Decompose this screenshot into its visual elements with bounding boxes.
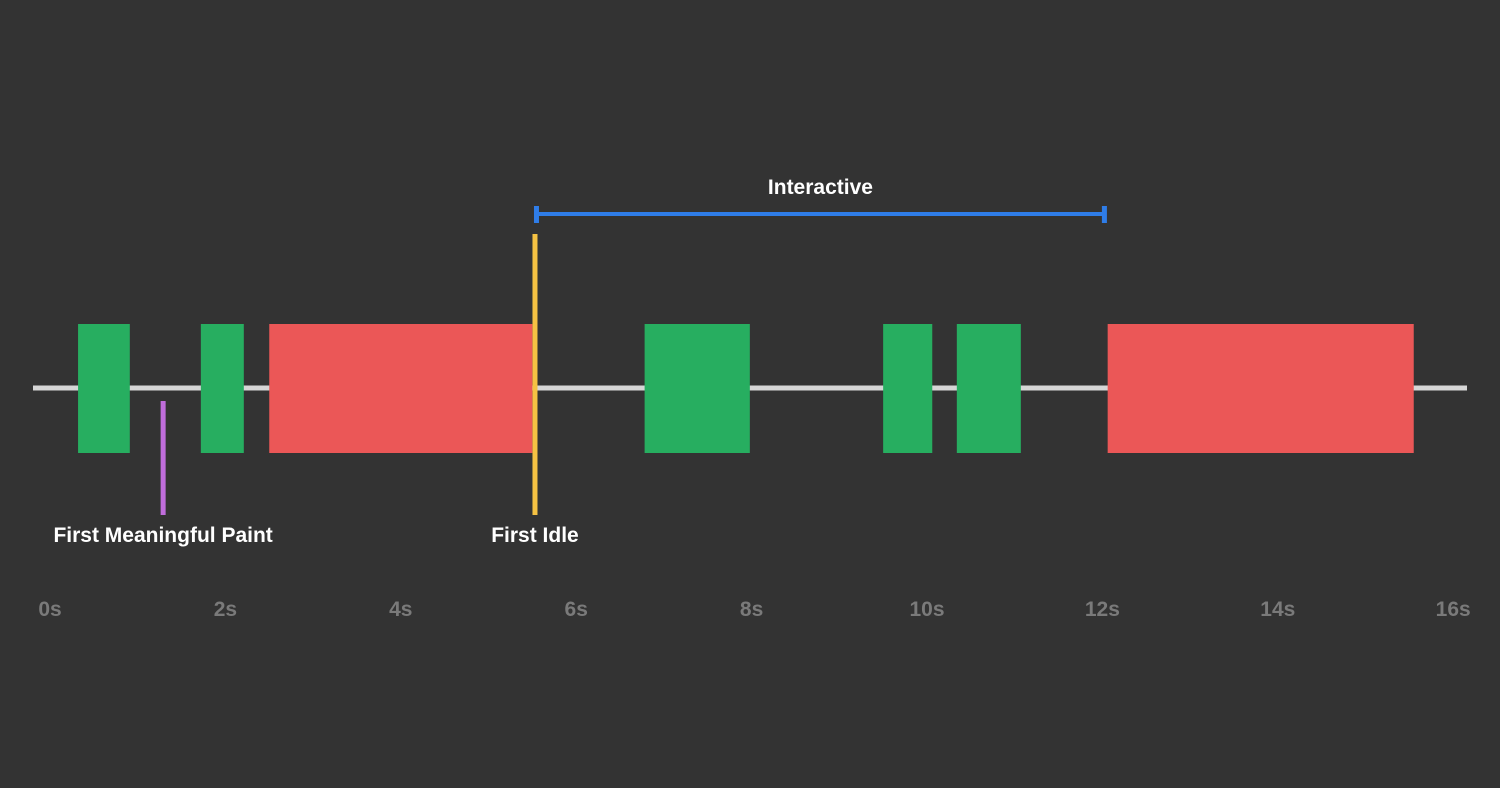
short-task-block bbox=[78, 324, 130, 453]
marker-line bbox=[532, 234, 538, 515]
axis-tick-label: 8s bbox=[740, 598, 763, 621]
long-task-block bbox=[1107, 324, 1414, 453]
interactive-span-start-cap bbox=[533, 206, 539, 223]
interactive-span-label: Interactive bbox=[768, 176, 873, 199]
axis-tick-label: 4s bbox=[389, 598, 412, 621]
marker-label: First Meaningful Paint bbox=[53, 524, 272, 547]
long-task-block bbox=[269, 324, 533, 453]
axis-tick-label: 12s bbox=[1085, 598, 1120, 621]
short-task-block bbox=[883, 324, 933, 453]
short-task-block bbox=[956, 324, 1021, 453]
axis-tick-label: 16s bbox=[1436, 598, 1471, 621]
interactive-span-end-cap bbox=[1101, 206, 1107, 223]
axis-tick-label: 6s bbox=[565, 598, 588, 621]
marker-label: First Idle bbox=[491, 524, 579, 547]
axis-tick-label: 14s bbox=[1260, 598, 1295, 621]
axis-tick-label: 10s bbox=[909, 598, 944, 621]
marker-line bbox=[160, 401, 166, 515]
axis-tick-label: 2s bbox=[214, 598, 237, 621]
short-task-block bbox=[644, 324, 750, 453]
short-task-block bbox=[200, 324, 244, 453]
axis-tick-label: 0s bbox=[38, 598, 61, 621]
